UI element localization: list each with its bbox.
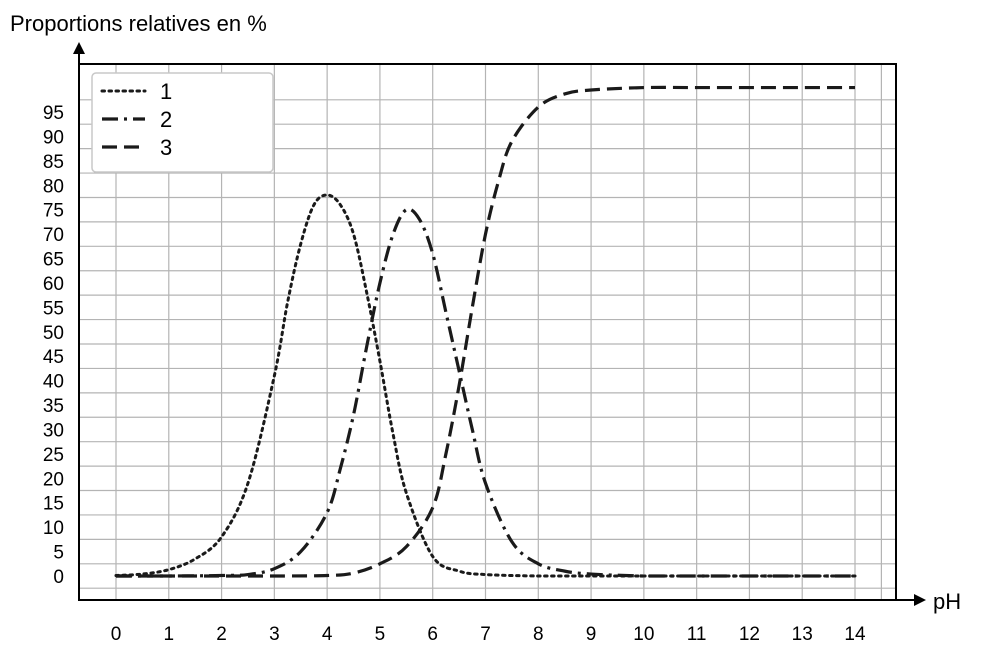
y-tick-label: 10 (43, 518, 64, 539)
legend: 1 2 3 (91, 72, 274, 173)
x-tick-label: 11 (687, 624, 707, 645)
x-tick-label: 3 (269, 624, 280, 645)
x-tick-label: 2 (216, 624, 227, 645)
y-tick-label: 80 (43, 176, 64, 197)
legend-label-2: 2 (160, 107, 172, 132)
x-tick-label: 8 (533, 624, 544, 645)
y-tick-label: 90 (43, 127, 64, 148)
y-tick-label: 95 (43, 103, 64, 124)
x-tick-label: 6 (427, 624, 438, 645)
x-tick-label: 1 (163, 624, 174, 645)
x-tick-label: 4 (322, 624, 333, 645)
x-tick-label: 10 (633, 624, 654, 645)
y-tick-label: 65 (43, 250, 64, 271)
x-tick-label: 0 (111, 624, 122, 645)
y-tick-label: 35 (43, 396, 64, 417)
x-tick-label: 9 (586, 624, 597, 645)
y-tick-label: 15 (43, 494, 64, 515)
x-tick-label: 13 (792, 624, 813, 645)
y-axis-title: Proportions relatives en % (10, 11, 267, 36)
series-group (114, 85, 857, 578)
y-tick-label: 30 (43, 420, 64, 441)
y-tick-label: 25 (43, 445, 64, 466)
x-tick-label: 5 (375, 624, 386, 645)
y-tick-label: 70 (43, 225, 64, 246)
y-tick-label: 20 (43, 469, 64, 490)
legend-label-1: 1 (160, 79, 172, 104)
y-tick-label: 0 (53, 567, 64, 588)
legend-box (91, 72, 274, 173)
y-tick-label: 60 (43, 274, 64, 295)
axes (73, 42, 926, 606)
y-tick-label: 40 (43, 372, 64, 393)
x-tick-label: 7 (480, 624, 491, 645)
x-tick-label: 12 (739, 624, 760, 645)
x-axis-title: pH (933, 589, 961, 614)
y-tick-label: 75 (43, 201, 64, 222)
series-line-3 (116, 85, 855, 578)
y-tick-label: 50 (43, 323, 64, 344)
tick-labels: 0 1 2 3 4 5 6 7 8 9 10 11 12 13 1405101520253035404550… (43, 103, 866, 645)
y-tick-label: 45 (43, 347, 64, 368)
legend-label-3: 3 (160, 135, 172, 160)
y-tick-label: 5 (53, 543, 64, 564)
y-tick-label: 85 (43, 152, 64, 173)
y-tick-label: 55 (43, 298, 64, 319)
x-tick-label: 14 (844, 624, 866, 645)
